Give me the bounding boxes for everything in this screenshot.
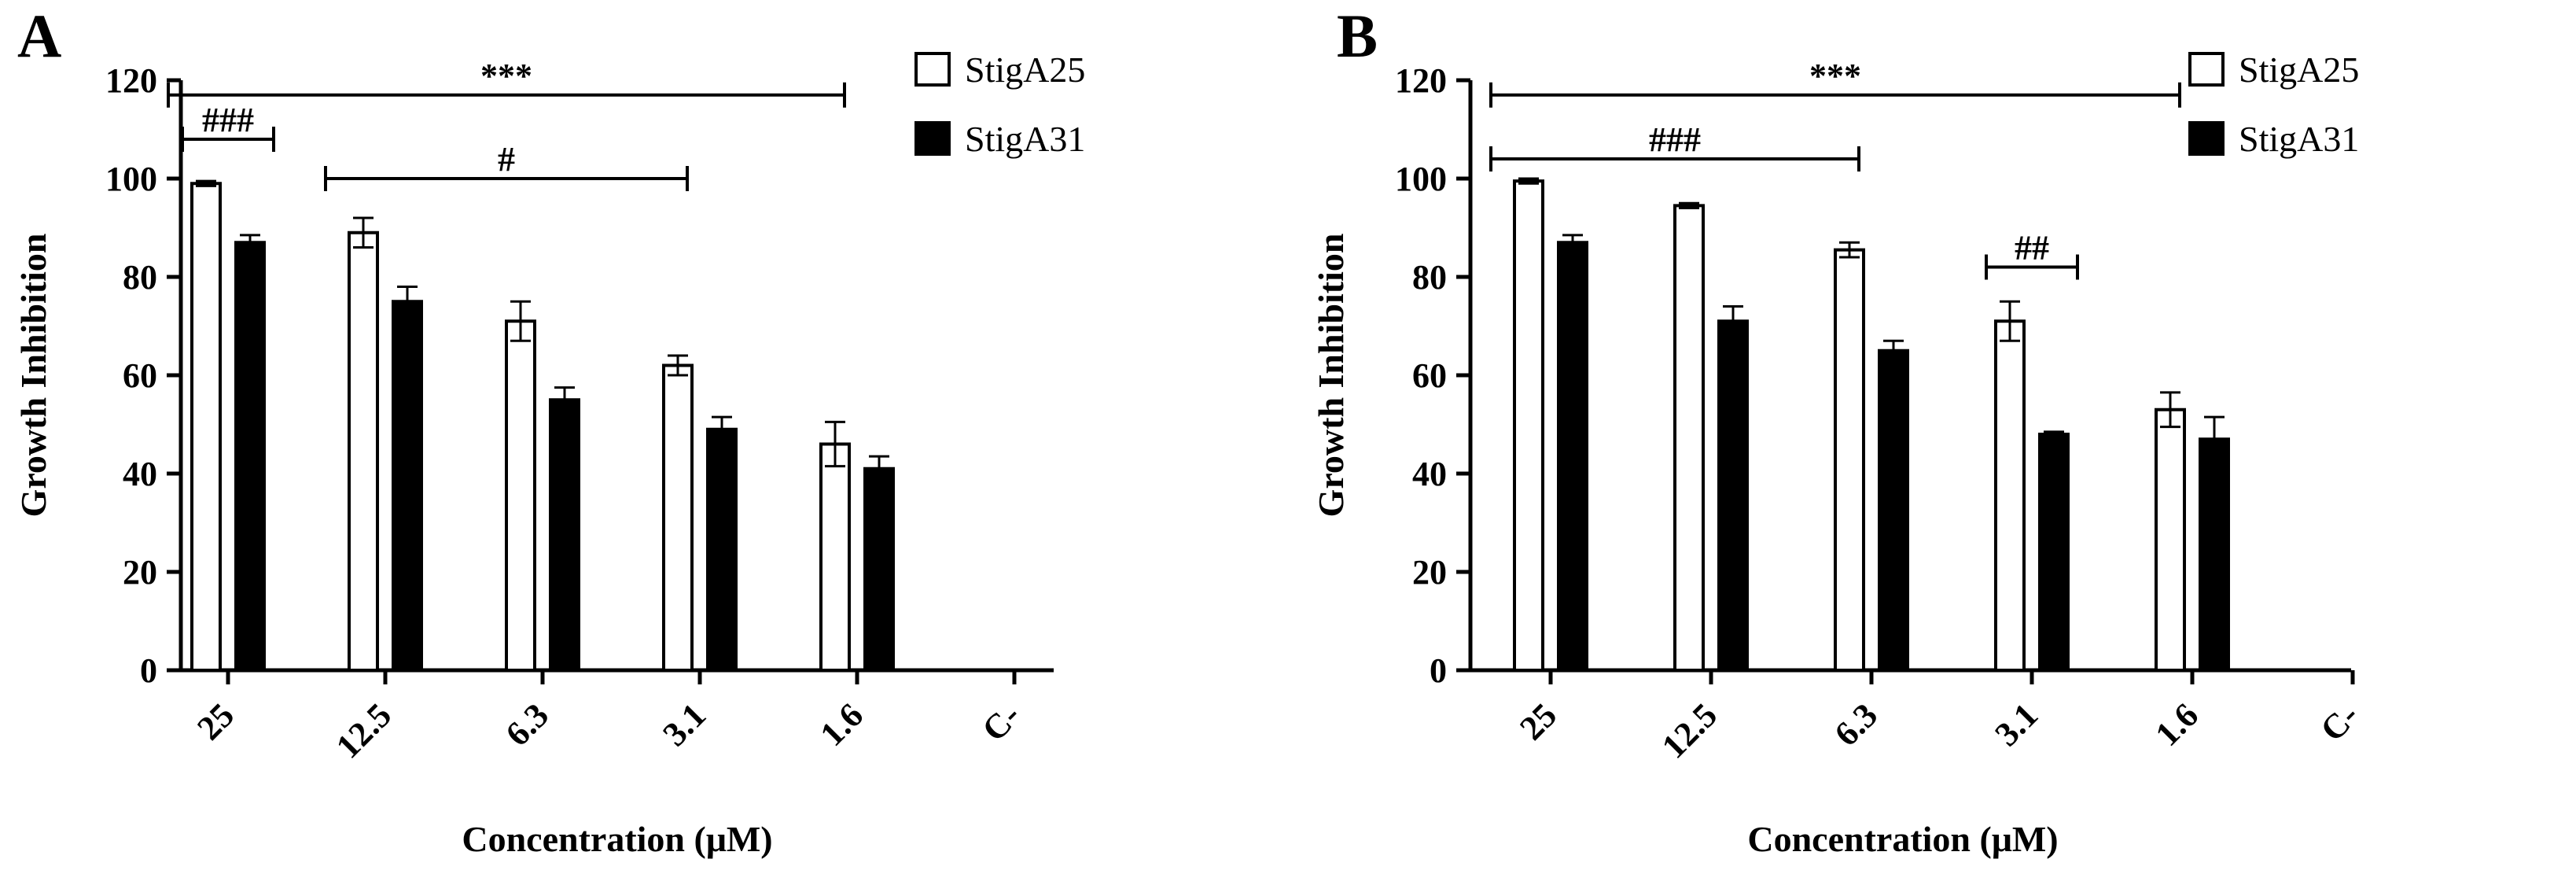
y-tick-label: 120 — [105, 61, 157, 100]
x-tick-label: C- — [2313, 695, 2366, 748]
panel-letter: B — [1337, 2, 1378, 70]
y-tick-label: 60 — [1412, 356, 1447, 395]
legend-label: StigA25 — [2239, 50, 2359, 90]
bar-stiga25 — [662, 363, 694, 672]
bar-stiga31 — [706, 427, 738, 672]
legend-swatch — [2188, 121, 2225, 156]
y-tick-label: 100 — [105, 160, 157, 198]
significance-label: *** — [1809, 57, 1861, 95]
y-tick-label: 20 — [123, 553, 157, 592]
bar-stiga31 — [1717, 319, 1749, 672]
y-tick-label: 80 — [123, 258, 157, 297]
bar-stiga31 — [549, 398, 580, 672]
bar-stiga31 — [1557, 241, 1588, 672]
y-tick-label: 60 — [123, 356, 157, 395]
bar-stiga31 — [2038, 433, 2070, 672]
y-tick-label: 100 — [1395, 160, 1447, 198]
x-tick-label: 6.3 — [1827, 695, 1886, 754]
x-tick-label: 6.3 — [499, 695, 557, 754]
significance-label: # — [498, 140, 515, 179]
panel-letter: A — [17, 2, 61, 70]
y-tick-label: 80 — [1412, 258, 1447, 297]
bar-stiga25 — [348, 230, 379, 672]
bar-stiga25 — [1513, 179, 1544, 672]
legend-swatch — [914, 52, 951, 87]
bar-stiga25 — [1994, 319, 2026, 672]
legend-label: StigA31 — [965, 119, 1085, 159]
legend-label: StigA25 — [965, 50, 1085, 90]
x-tick-label: C- — [975, 695, 1028, 748]
bar-stiga25 — [819, 442, 851, 672]
x-tick-label: 3.1 — [656, 695, 714, 754]
x-tick-label: 1.6 — [813, 695, 871, 754]
x-axis-title: Concentration (μM) — [462, 819, 772, 859]
bar-stiga25 — [190, 182, 222, 672]
bar-stiga31 — [392, 300, 423, 672]
legend-label: StigA31 — [2239, 119, 2359, 159]
x-axis-title: Concentration (μM) — [1747, 819, 2058, 859]
y-axis-title: Growth Inhibition — [13, 234, 53, 518]
x-tick-label: 1.6 — [2148, 695, 2206, 754]
significance-label: ### — [1649, 120, 1701, 159]
y-tick-label: 40 — [123, 455, 157, 493]
bar-stiga31 — [863, 466, 895, 672]
y-axis-title: Growth Inhibition — [1311, 234, 1351, 518]
bar-stiga31 — [1878, 348, 1909, 672]
x-tick-label: 12.5 — [1654, 695, 1724, 765]
bar-stiga25 — [2155, 407, 2186, 672]
bar-stiga31 — [2199, 437, 2230, 672]
y-tick-label: 40 — [1412, 455, 1447, 493]
x-tick-label: 25 — [1512, 695, 1564, 747]
bar-stiga31 — [234, 241, 266, 672]
y-tick-label: 0 — [140, 651, 157, 690]
y-tick-label: 120 — [1395, 61, 1447, 100]
x-tick-label: 3.1 — [1988, 695, 2046, 754]
legend-swatch — [2188, 52, 2225, 87]
bar-stiga25 — [1834, 248, 1865, 672]
y-tick-label: 0 — [1430, 651, 1447, 690]
legend-swatch — [914, 121, 951, 156]
bar-stiga25 — [1673, 204, 1705, 672]
y-tick-label: 20 — [1412, 553, 1447, 592]
x-tick-label: 12.5 — [329, 695, 399, 765]
significance-label: ### — [202, 101, 254, 139]
significance-label: ## — [2015, 229, 2049, 267]
significance-label: *** — [480, 57, 532, 95]
x-tick-label: 25 — [190, 695, 241, 747]
bar-stiga25 — [505, 319, 536, 672]
